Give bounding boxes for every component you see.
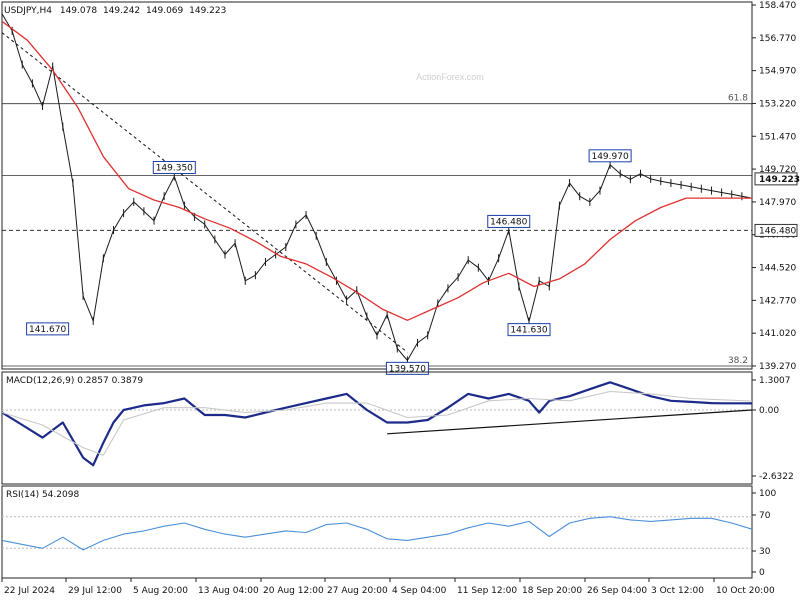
- time-tick-label: 18 Sep 20:00: [522, 586, 582, 596]
- rsi-y-tick-label: 100: [759, 489, 776, 499]
- price-y-tick-label: 156.770: [759, 34, 796, 44]
- time-tick-label: 11 Sep 12:00: [457, 586, 517, 596]
- time-tick-label: 22 Jul 2024: [4, 586, 55, 596]
- low-value: 149.069: [146, 6, 183, 16]
- price-panel: 158.470 156.770 154.970 153.220 151.470 149.7…: [1, 1, 800, 375]
- price-annotation-box: [588, 149, 632, 163]
- rsi-rsi-line: [1, 516, 753, 551]
- price-y-tick-label: 139.270: [759, 362, 796, 372]
- time-tick-label: 5 Aug 20:00: [133, 586, 188, 596]
- macd-trendline: [387, 409, 753, 435]
- fib-level-label: 38.2: [728, 356, 748, 366]
- macd-y-tick-label: -2.6322: [759, 472, 794, 482]
- macd-signal-line: [1, 390, 753, 456]
- high-value: 149.242: [103, 6, 140, 16]
- price-y-tick-label: 149.720: [759, 165, 796, 175]
- price-annotation-box: [26, 322, 70, 336]
- time-tick-label: 10 Oct 20:00: [716, 586, 775, 596]
- rsi-y-tick-label: 0: [759, 568, 765, 578]
- price-annotation-label: 139.570: [389, 364, 426, 374]
- price-annotation-box: [507, 323, 551, 337]
- price-y-tick-label: 141.020: [759, 329, 796, 339]
- macd-panel: 1.3007 0.00 -2.6322 MACD(12,26,9) 0.2857 0.…: [1, 371, 794, 485]
- rsi-y-tick-label: 70: [759, 511, 771, 521]
- price-annotation-label: 149.350: [156, 163, 193, 173]
- open-value: 149.078: [60, 6, 97, 16]
- price-level-tag-text: 146.480: [759, 226, 796, 236]
- macd-y-tick-label: 0.00: [759, 406, 779, 416]
- price-y-tick-label: 154.970: [759, 67, 796, 77]
- current-price-text: 149.223: [759, 175, 800, 185]
- chart-header: USDJPY,H4 149.078 149.242 149.069 149.22…: [4, 6, 226, 16]
- time-tick-label: 26 Sep 04:00: [587, 586, 647, 596]
- macd-macd-line: [1, 381, 753, 467]
- rsi-y-tick-label: 30: [759, 547, 771, 557]
- price-annotation-box: [385, 361, 429, 375]
- symbol-label: USDJPY,H4: [4, 6, 52, 16]
- price-annotation-label: 146.480: [490, 217, 527, 227]
- time-axis: 22 Jul 2024 29 Jul 12:00 5 Aug 20:00 13 Aug…: [1, 578, 775, 596]
- time-tick-label: 29 Jul 12:00: [68, 586, 122, 596]
- price-annotation-box: [152, 160, 196, 174]
- rsi-title: RSI(14) 54.2098: [6, 490, 79, 500]
- macd-title: MACD(12,26,9) 0.2857 0.3879: [6, 376, 143, 386]
- time-tick-label: 20 Aug 12:00: [263, 586, 324, 596]
- price-y-tick-label: 158.470: [759, 1, 796, 11]
- price-annotation-box: [487, 214, 531, 228]
- watermark: ActionForex.com: [416, 72, 484, 82]
- price-annotation-label: 141.670: [29, 325, 66, 335]
- price-y-tick-label: 142.770: [759, 296, 796, 306]
- time-tick-label: 13 Aug 04:00: [198, 586, 259, 596]
- price-trendline: [1, 32, 408, 353]
- price-frame: [1, 1, 753, 370]
- price-y-tick-label: 144.520: [759, 264, 796, 274]
- time-tick-label: 3 Oct 12:00: [651, 586, 704, 596]
- rsi-frame: [1, 485, 753, 579]
- price-annotation-label: 141.630: [510, 326, 547, 336]
- close-value: 149.223: [189, 6, 226, 16]
- current-price-tag: [754, 172, 798, 186]
- price-moving-average-line: [1, 20, 752, 321]
- macd-frame: [1, 371, 753, 485]
- time-tick-label: 27 Aug 20:00: [327, 586, 388, 596]
- fib-level-label: 61.8: [728, 94, 748, 104]
- price-y-tick-label: 147.970: [759, 198, 796, 208]
- price-y-tick-label: 153.220: [759, 99, 796, 109]
- price-y-tick-label: 151.470: [759, 132, 796, 142]
- price-annotation-label: 149.970: [591, 152, 628, 162]
- macd-y-tick-label: 1.3007: [759, 376, 791, 386]
- time-tick-label: 4 Sep 04:00: [392, 586, 447, 596]
- rsi-panel: 100 70 30 0 RSI(14) 54.2098: [1, 485, 776, 579]
- price-level-tag: [754, 223, 798, 237]
